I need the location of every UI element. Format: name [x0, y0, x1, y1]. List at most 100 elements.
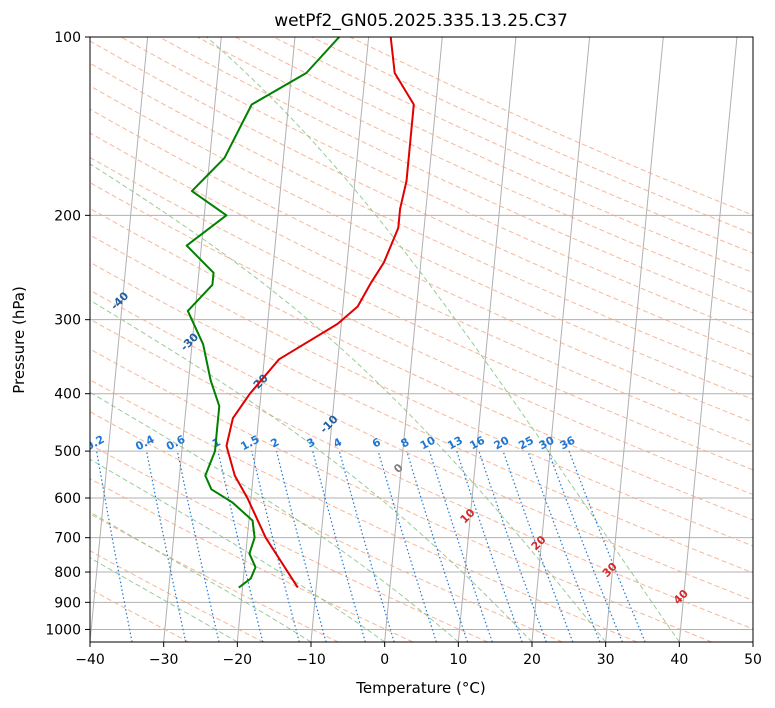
- mixing-ratio-line: [547, 450, 623, 642]
- dry-adiabat: [90, 132, 753, 447]
- dry-adiabat: [90, 108, 753, 423]
- isotherm-label: -40: [108, 289, 131, 312]
- isotherm-label: 30: [600, 560, 620, 580]
- dry-adiabat: [90, 550, 264, 642]
- x-tick-label: 50: [744, 652, 762, 668]
- y-tick-label: 400: [54, 387, 81, 403]
- isotherm-gridline: [752, 636, 753, 642]
- x-tick-label: 0: [380, 652, 389, 668]
- mixing-ratio-line: [377, 450, 437, 642]
- x-tick-label: 40: [670, 652, 688, 668]
- mixing-ratio-line: [217, 450, 264, 642]
- mixing-ratio-label: 10: [418, 434, 438, 453]
- mixing-ratio-label: 25: [516, 434, 536, 453]
- isotherm-gridline: [605, 37, 664, 642]
- dry-adiabat: [90, 62, 753, 378]
- y-tick-label: 1000: [45, 622, 81, 638]
- y-tick-label: 300: [54, 313, 81, 329]
- x-tick-label: 30: [597, 652, 615, 668]
- mixing-ratio-line: [176, 450, 220, 642]
- mixing-ratio-label: 4: [331, 435, 344, 450]
- mixing-ratio-line: [96, 450, 133, 642]
- mixing-ratio-label: 2: [268, 435, 281, 450]
- y-tick-label: 700: [54, 531, 81, 547]
- y-tick-label: 500: [54, 444, 81, 460]
- isotherm-label: -50: [38, 248, 61, 271]
- moist-adiabat: [90, 163, 607, 642]
- mixing-ratio-label: 0.4: [133, 433, 157, 454]
- x-tick-label: 10: [449, 652, 467, 668]
- isotherm-gridline: [531, 37, 591, 642]
- mixing-ratio-label: 0.2: [83, 433, 106, 454]
- mixing-ratio-line: [568, 450, 646, 642]
- mixing-ratio-label: 1.5: [238, 433, 261, 454]
- mixing-ratio-label: 8: [399, 435, 412, 450]
- mixing-ratio-label: 16: [467, 434, 487, 453]
- moist-adiabat: [206, 37, 680, 642]
- mixing-ratio-line: [428, 450, 493, 642]
- mixing-ratio-line: [527, 450, 601, 642]
- mixing-ratio-label: 36: [558, 434, 578, 453]
- mixing-ratio-line: [251, 450, 300, 642]
- isotherm-label: 20: [529, 533, 549, 553]
- mixing-ratio-line: [456, 450, 523, 642]
- x-tick-label: −30: [149, 652, 179, 668]
- mixing-ratio-line: [146, 450, 187, 642]
- dry-adiabat: [90, 156, 753, 471]
- isotherm-label: -10: [317, 412, 340, 435]
- isotherm-label: 0: [391, 461, 406, 476]
- dry-adiabat: [90, 318, 753, 630]
- dry-adiabat: [90, 348, 712, 642]
- dry-adiabat: [311, 37, 753, 235]
- chart-title: wetPf2_GN05.2025.335.13.25.C37: [274, 11, 568, 31]
- x-tick-label: −10: [296, 652, 326, 668]
- isotherm-gridline: [163, 37, 222, 642]
- isotherm-gridline: [384, 37, 443, 642]
- dry-adiabat: [90, 207, 753, 521]
- y-axis-label: Pressure (hPa): [10, 286, 28, 394]
- y-tick-label: 900: [54, 595, 81, 611]
- mixing-ratio-line: [338, 450, 395, 642]
- moist-adiabat: [90, 511, 312, 642]
- dry-adiabat: [235, 37, 753, 274]
- moist-adiabat: [90, 391, 459, 642]
- dry-adiabat: [90, 85, 753, 400]
- dry-adiabat: [90, 588, 190, 642]
- dewpoint-profile: [185, 37, 340, 589]
- x-tick-label: 20: [523, 652, 541, 668]
- mixing-ratio-label: 20: [492, 434, 512, 453]
- y-tick-label: 800: [54, 565, 81, 581]
- x-tick-label: −20: [223, 652, 253, 668]
- moist-adiabat: [90, 299, 533, 642]
- isotherm-gridline: [90, 37, 149, 642]
- isotherm-gridline: [678, 37, 738, 642]
- isotherm-gridline: [236, 37, 296, 642]
- temperature-profile: [225, 37, 415, 589]
- dry-adiabat: [90, 261, 753, 574]
- dry-adiabat: [90, 411, 563, 642]
- mixing-ratio-line: [312, 450, 366, 642]
- isotherm-label: 40: [671, 587, 691, 607]
- x-tick-label: −40: [75, 652, 105, 668]
- moist-adiabat: [90, 557, 238, 642]
- isotherm-label: 10: [458, 506, 478, 526]
- mixing-ratio-line: [275, 450, 327, 642]
- mixing-ratio-label: 6: [370, 435, 383, 450]
- dry-adiabat: [90, 379, 638, 642]
- mixing-ratio-label: 0.6: [164, 433, 188, 454]
- dry-adiabat: [90, 289, 753, 602]
- y-tick-label: 200: [54, 208, 81, 224]
- dry-adiabat: [90, 234, 753, 547]
- plot-frame: [89, 36, 754, 643]
- dry-adiabat: [90, 443, 488, 642]
- mixing-ratio-label: 13: [445, 434, 465, 453]
- moist-adiabat: [90, 458, 385, 642]
- dry-adiabat: [90, 182, 753, 496]
- mixing-ratio-label: 30: [537, 434, 557, 453]
- x-axis-label: Temperature (°C): [355, 679, 485, 697]
- mixing-ratio-line: [502, 450, 574, 642]
- mixing-ratio-line: [478, 450, 547, 642]
- y-tick-label: 100: [54, 30, 81, 46]
- y-tick-label: 600: [54, 491, 81, 507]
